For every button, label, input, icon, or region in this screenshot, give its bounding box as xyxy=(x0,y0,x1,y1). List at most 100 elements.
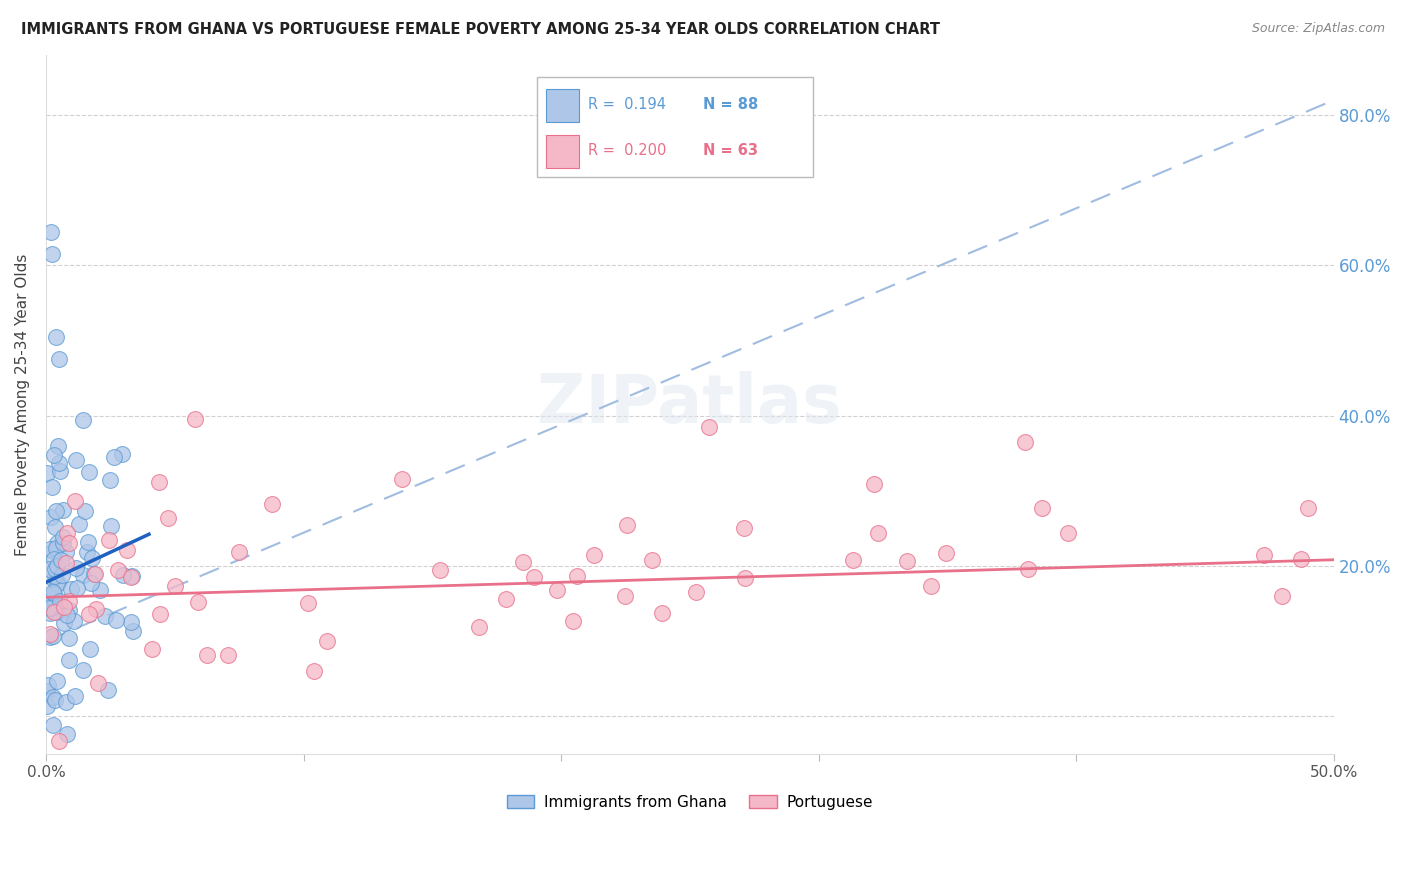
Point xyxy=(651,606,673,620)
Point xyxy=(44,449,66,463)
Text: ZIPatlas: ZIPatlas xyxy=(537,371,842,437)
Point xyxy=(583,548,606,562)
Point xyxy=(302,664,325,678)
Point xyxy=(468,620,491,634)
Point xyxy=(316,633,339,648)
Point xyxy=(65,453,87,467)
Point xyxy=(37,699,59,714)
Point xyxy=(45,504,67,518)
Point xyxy=(44,520,66,534)
Point xyxy=(920,579,942,593)
Point xyxy=(52,503,75,517)
Text: N = 88: N = 88 xyxy=(703,97,758,112)
Point xyxy=(73,504,96,518)
Point xyxy=(44,575,66,590)
Point xyxy=(60,582,83,596)
Point xyxy=(98,533,121,547)
Point xyxy=(84,601,107,615)
Point xyxy=(37,599,59,613)
Point xyxy=(49,594,72,608)
Point xyxy=(65,561,87,575)
Point xyxy=(51,567,73,582)
Point xyxy=(495,592,517,607)
Point xyxy=(45,605,67,619)
Point xyxy=(868,525,890,540)
Point xyxy=(45,541,67,555)
Text: R =  0.194: R = 0.194 xyxy=(588,97,665,112)
Point xyxy=(1291,552,1313,566)
Point xyxy=(55,525,77,540)
Point xyxy=(58,602,80,616)
Point xyxy=(111,447,134,461)
Point xyxy=(42,605,65,619)
Point xyxy=(52,530,75,544)
Point xyxy=(55,695,77,709)
Point xyxy=(48,733,70,747)
Point xyxy=(120,570,142,584)
Point xyxy=(149,607,172,621)
Point xyxy=(63,494,86,508)
Point xyxy=(56,607,79,622)
Point xyxy=(117,543,139,558)
Point xyxy=(896,554,918,568)
Point xyxy=(45,576,67,591)
Point xyxy=(39,606,62,620)
Point xyxy=(1017,561,1039,575)
Point xyxy=(38,626,60,640)
Point xyxy=(46,439,69,453)
Point xyxy=(63,689,86,703)
Point xyxy=(53,599,76,614)
Text: Source: ZipAtlas.com: Source: ZipAtlas.com xyxy=(1251,22,1385,36)
Point xyxy=(1031,500,1053,515)
Point xyxy=(46,559,69,574)
Point xyxy=(48,456,70,470)
Point xyxy=(121,568,143,582)
Point xyxy=(616,518,638,533)
Point xyxy=(523,570,546,584)
Point xyxy=(55,557,77,571)
Point xyxy=(39,601,62,615)
Text: R =  0.200: R = 0.200 xyxy=(588,144,666,158)
Point xyxy=(561,615,583,629)
Point xyxy=(565,569,588,583)
Point xyxy=(76,544,98,558)
Point xyxy=(58,536,80,550)
Point xyxy=(55,545,77,559)
Point xyxy=(44,569,66,583)
Point xyxy=(39,225,62,239)
Point xyxy=(1014,434,1036,449)
Point xyxy=(148,475,170,490)
Point xyxy=(58,653,80,667)
Point xyxy=(89,583,111,598)
Point xyxy=(184,412,207,426)
Point xyxy=(228,545,250,559)
Point xyxy=(103,450,125,465)
Point xyxy=(80,576,103,591)
Point xyxy=(51,535,73,549)
Text: IMMIGRANTS FROM GHANA VS PORTUGUESE FEMALE POVERTY AMONG 25-34 YEAR OLDS CORRELA: IMMIGRANTS FROM GHANA VS PORTUGUESE FEMA… xyxy=(21,22,941,37)
Point xyxy=(46,604,69,618)
Point xyxy=(37,467,59,481)
Point xyxy=(45,673,67,688)
Point xyxy=(429,562,451,576)
Point xyxy=(79,607,101,622)
Point xyxy=(49,552,72,566)
FancyBboxPatch shape xyxy=(546,89,579,122)
Point xyxy=(72,568,94,582)
Point xyxy=(48,352,70,367)
Point xyxy=(58,632,80,646)
Point xyxy=(733,521,755,535)
Point xyxy=(77,465,100,479)
Point xyxy=(49,464,72,478)
Point xyxy=(76,535,98,549)
Point xyxy=(94,608,117,623)
FancyBboxPatch shape xyxy=(537,77,813,178)
Point xyxy=(44,692,66,706)
Point xyxy=(141,642,163,657)
Point xyxy=(863,477,886,491)
Point xyxy=(38,562,60,576)
Point xyxy=(41,591,63,605)
Point xyxy=(391,472,413,486)
Point xyxy=(1296,500,1319,515)
Point xyxy=(120,615,142,629)
